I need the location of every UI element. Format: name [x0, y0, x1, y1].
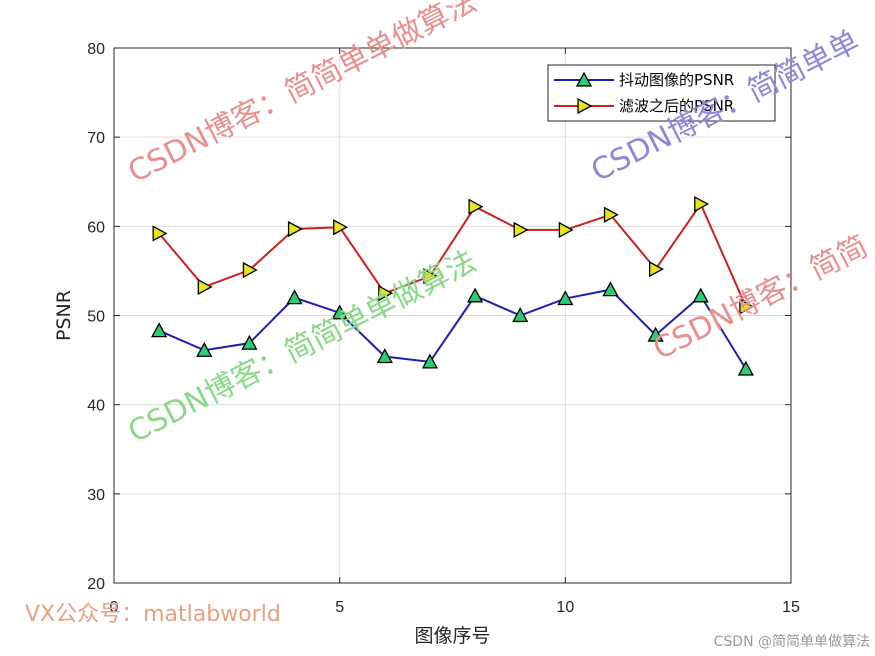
- watermark-bottom-right: CSDN @简简单单做算法: [714, 633, 870, 650]
- data-series: [151, 195, 755, 376]
- series-line-0: [158, 288, 747, 370]
- data-point-0: [196, 341, 213, 357]
- x-tick-label: 5: [335, 599, 344, 616]
- legend: 抖动图像的PSNR 滤波之后的PSNR: [547, 64, 776, 122]
- data-point-0: [151, 322, 168, 338]
- y-axis-ticks: 20 30 40 50 60 70 80: [87, 41, 791, 593]
- y-tick-label: 80: [87, 41, 105, 58]
- data-point-0: [737, 360, 754, 376]
- legend-marker-filtered: [577, 97, 593, 115]
- data-point-0: [512, 307, 529, 323]
- y-tick-label: 50: [87, 309, 105, 326]
- y-tick-label: 70: [87, 130, 105, 147]
- data-point-1: [378, 285, 394, 302]
- data-point-1: [423, 268, 439, 285]
- y-tick-label: 20: [87, 576, 105, 593]
- data-point-1: [739, 298, 755, 315]
- data-point-1: [603, 206, 619, 223]
- x-tick-label: 10: [556, 599, 574, 616]
- grid-lines: [114, 48, 791, 583]
- data-point-1: [558, 221, 574, 238]
- y-axis-label: PSNR: [53, 290, 75, 341]
- data-point-0: [602, 281, 619, 297]
- x-tick-label: 0: [110, 599, 119, 616]
- x-tick-label: 15: [782, 599, 800, 616]
- data-point-0: [421, 353, 439, 369]
- data-point-1: [468, 198, 484, 215]
- x-axis-ticks: 0 5 10 15: [110, 48, 800, 616]
- y-tick-label: 40: [87, 398, 105, 415]
- data-point-0: [692, 287, 709, 303]
- data-point-1: [649, 261, 664, 278]
- data-point-1: [333, 219, 349, 236]
- data-point-1: [242, 261, 258, 279]
- data-point-1: [694, 195, 710, 213]
- legend-label-filtered: 滤波之后的PSNR: [619, 97, 734, 115]
- data-point-0: [647, 326, 664, 342]
- data-point-1: [197, 278, 213, 296]
- x-axis-label: 图像序号: [414, 625, 490, 647]
- data-point-0: [466, 287, 484, 303]
- y-tick-label: 30: [87, 487, 105, 504]
- legend-marker-jitter: [575, 71, 593, 87]
- data-point-1: [513, 221, 529, 238]
- data-point-0: [331, 304, 348, 320]
- data-point-0: [286, 289, 303, 305]
- data-point-0: [376, 348, 393, 364]
- legend-label-jitter: 抖动图像的PSNR: [619, 71, 734, 89]
- data-point-0: [557, 290, 574, 306]
- data-point-0: [241, 334, 258, 350]
- series-line-1: [158, 202, 747, 307]
- legend-box: [547, 64, 776, 122]
- watermark-bottom-left: VX公众号：matlabworld: [25, 602, 281, 627]
- y-tick-label: 60: [87, 219, 105, 236]
- data-point-1: [152, 225, 168, 242]
- data-point-1: [287, 220, 303, 238]
